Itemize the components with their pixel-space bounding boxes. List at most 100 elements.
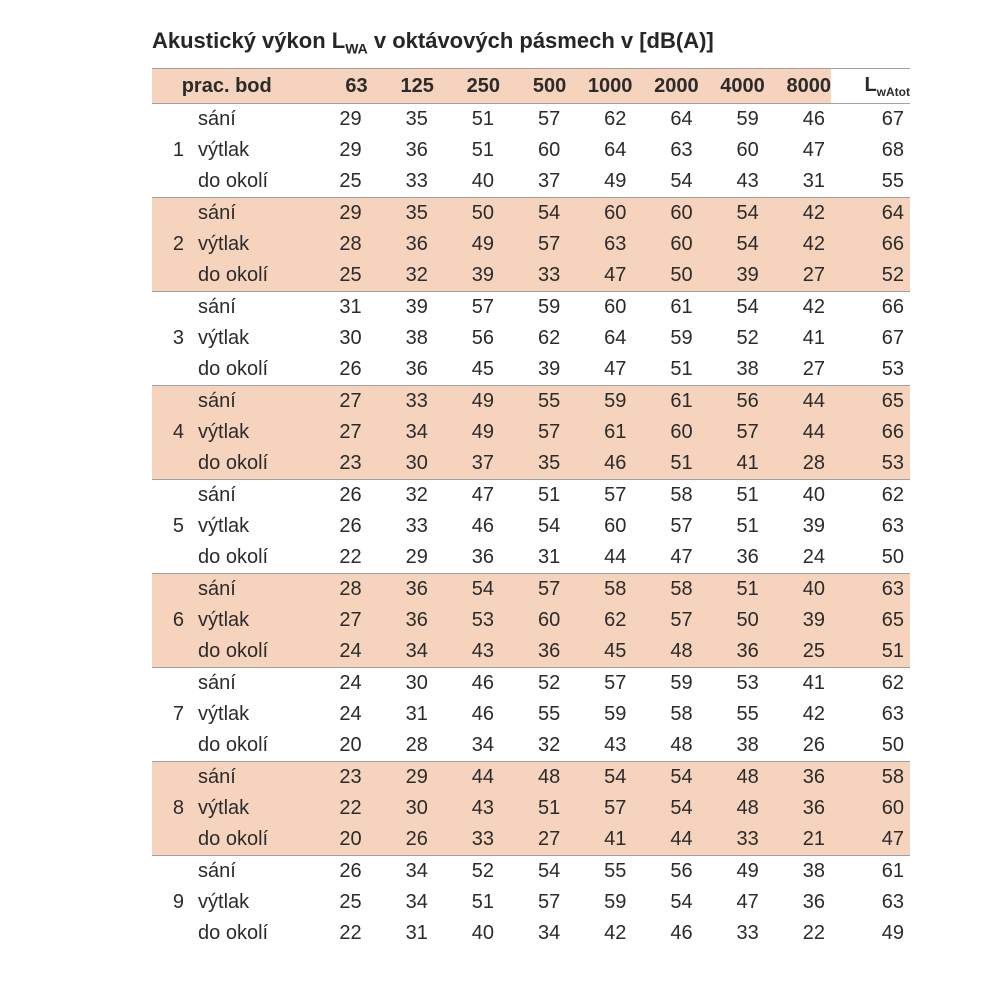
group-index [152,730,184,762]
cell-value: 60 [831,793,910,824]
cell-value: 58 [632,480,698,512]
cell-value: 30 [368,668,434,700]
header-col: 1000 [566,69,632,104]
row-label: výtlak [184,887,301,918]
cell-value: 44 [566,542,632,574]
cell-value: 36 [765,762,831,794]
cell-value: 31 [301,292,367,324]
row-label: sání [184,856,301,888]
cell-value: 30 [368,793,434,824]
table-row: do okolí222936314447362450 [152,542,910,574]
cell-value: 36 [368,135,434,166]
cell-value: 63 [566,229,632,260]
cell-value: 62 [831,668,910,700]
table-row: 2výtlak283649576360544266 [152,229,910,260]
group-index [152,292,184,324]
cell-value: 26 [765,730,831,762]
table-row: do okolí263645394751382753 [152,354,910,386]
row-label: výtlak [184,699,301,730]
table-row: sání293550546060544264 [152,198,910,230]
group-index [152,166,184,198]
cell-value: 54 [500,198,566,230]
cell-value: 51 [699,511,765,542]
cell-value: 57 [500,104,566,136]
table-row: do okolí253340374954433155 [152,166,910,198]
row-label: do okolí [184,730,301,762]
cell-value: 53 [699,668,765,700]
cell-value: 28 [368,730,434,762]
cell-value: 28 [765,448,831,480]
title-prefix: Akustický výkon L [152,28,345,53]
cell-value: 31 [500,542,566,574]
cell-value: 43 [699,166,765,198]
row-label: výtlak [184,229,301,260]
cell-value: 39 [500,354,566,386]
cell-value: 59 [500,292,566,324]
cell-value: 52 [434,856,500,888]
row-label: sání [184,198,301,230]
cell-value: 60 [632,417,698,448]
cell-value: 39 [765,511,831,542]
cell-value: 37 [500,166,566,198]
cell-value: 64 [831,198,910,230]
cell-value: 67 [831,323,910,354]
cell-value: 46 [434,668,500,700]
cell-value: 49 [699,856,765,888]
table-row: sání273349555961564465 [152,386,910,418]
cell-value: 51 [831,636,910,668]
cell-value: 34 [368,856,434,888]
header-col: 125 [368,69,434,104]
cell-value: 56 [434,323,500,354]
cell-value: 34 [368,636,434,668]
cell-value: 63 [831,511,910,542]
row-label: do okolí [184,260,301,292]
cell-value: 60 [566,292,632,324]
table-row: sání313957596061544266 [152,292,910,324]
cell-value: 33 [434,824,500,856]
cell-value: 55 [566,856,632,888]
cell-value: 57 [632,605,698,636]
cell-value: 40 [765,480,831,512]
cell-value: 48 [500,762,566,794]
cell-value: 44 [765,417,831,448]
cell-value: 47 [434,480,500,512]
acoustic-table: prac. bod 63 125 250 500 1000 2000 4000 … [152,68,910,949]
cell-value: 58 [632,699,698,730]
cell-value: 65 [831,386,910,418]
cell-value: 48 [699,793,765,824]
cell-value: 31 [765,166,831,198]
cell-value: 53 [434,605,500,636]
cell-value: 22 [301,542,367,574]
cell-value: 28 [301,574,367,606]
cell-value: 22 [301,793,367,824]
cell-value: 42 [765,229,831,260]
cell-value: 59 [632,668,698,700]
cell-value: 49 [434,229,500,260]
cell-value: 33 [500,260,566,292]
cell-value: 51 [500,480,566,512]
cell-value: 57 [434,292,500,324]
table-title: Akustický výkon LWA v oktávových pásmech… [152,28,910,56]
cell-value: 27 [500,824,566,856]
cell-value: 54 [500,856,566,888]
cell-value: 33 [368,511,434,542]
cell-value: 46 [632,918,698,949]
cell-value: 31 [368,699,434,730]
cell-value: 54 [632,166,698,198]
cell-value: 43 [434,636,500,668]
cell-value: 36 [765,793,831,824]
cell-value: 35 [368,104,434,136]
table-row: do okolí202834324348382650 [152,730,910,762]
title-suffix: v oktávových pásmech v [dB(A)] [368,28,714,53]
cell-value: 48 [699,762,765,794]
cell-value: 50 [831,730,910,762]
cell-value: 61 [831,856,910,888]
cell-value: 36 [368,574,434,606]
cell-value: 46 [765,104,831,136]
cell-value: 38 [765,856,831,888]
cell-value: 49 [566,166,632,198]
cell-value: 62 [500,323,566,354]
cell-value: 56 [632,856,698,888]
cell-value: 34 [434,730,500,762]
group-index [152,636,184,668]
